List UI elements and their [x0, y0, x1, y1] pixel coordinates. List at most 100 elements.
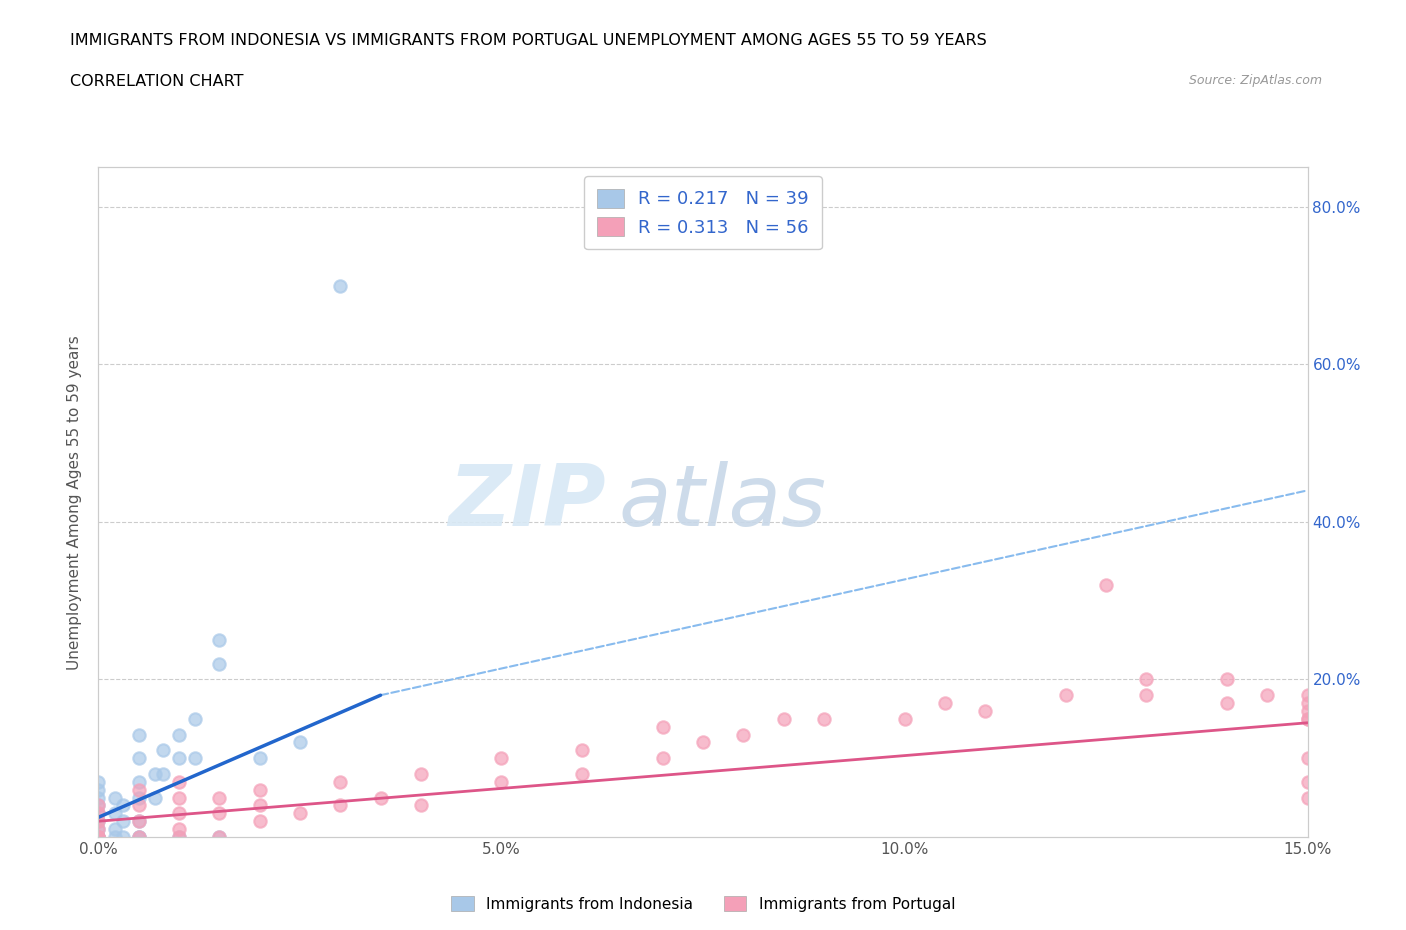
- Point: [87, 830, 110, 844]
- Point: [1296, 751, 1319, 765]
- Y-axis label: Unemployment Among Ages 55 to 59 years: Unemployment Among Ages 55 to 59 years: [67, 335, 83, 670]
- Point: [1054, 688, 1077, 703]
- Point: [87, 822, 110, 837]
- Point: [934, 696, 956, 711]
- Point: [329, 278, 352, 293]
- Point: [208, 790, 231, 805]
- Point: [1216, 696, 1239, 711]
- Legend: Immigrants from Indonesia, Immigrants from Portugal: Immigrants from Indonesia, Immigrants fr…: [444, 889, 962, 918]
- Point: [111, 814, 134, 829]
- Point: [87, 830, 110, 844]
- Point: [128, 814, 150, 829]
- Point: [651, 751, 673, 765]
- Point: [288, 735, 311, 750]
- Point: [813, 711, 835, 726]
- Point: [1296, 775, 1319, 790]
- Point: [87, 814, 110, 829]
- Point: [167, 822, 190, 837]
- Point: [208, 830, 231, 844]
- Point: [1296, 711, 1319, 726]
- Point: [87, 775, 110, 790]
- Point: [128, 790, 150, 805]
- Point: [974, 703, 997, 718]
- Legend: R = 0.217   N = 39, R = 0.313   N = 56: R = 0.217 N = 39, R = 0.313 N = 56: [585, 177, 821, 249]
- Point: [409, 798, 432, 813]
- Point: [893, 711, 915, 726]
- Point: [103, 822, 125, 837]
- Point: [249, 814, 271, 829]
- Point: [1095, 578, 1118, 592]
- Point: [87, 830, 110, 844]
- Point: [1296, 711, 1319, 726]
- Point: [249, 798, 271, 813]
- Point: [167, 790, 190, 805]
- Point: [249, 782, 271, 797]
- Text: ZIP: ZIP: [449, 460, 606, 544]
- Point: [208, 632, 231, 647]
- Point: [1256, 688, 1278, 703]
- Point: [651, 719, 673, 734]
- Point: [208, 830, 231, 844]
- Point: [128, 727, 150, 742]
- Point: [143, 790, 166, 805]
- Point: [87, 798, 110, 813]
- Point: [87, 830, 110, 844]
- Point: [128, 830, 150, 844]
- Point: [491, 751, 513, 765]
- Point: [1296, 790, 1319, 805]
- Point: [87, 790, 110, 805]
- Point: [87, 822, 110, 837]
- Point: [167, 775, 190, 790]
- Point: [1135, 672, 1157, 687]
- Point: [571, 766, 593, 781]
- Point: [1216, 672, 1239, 687]
- Point: [167, 727, 190, 742]
- Point: [692, 735, 714, 750]
- Point: [111, 798, 134, 813]
- Point: [152, 766, 174, 781]
- Point: [128, 830, 150, 844]
- Point: [1135, 688, 1157, 703]
- Point: [143, 766, 166, 781]
- Point: [128, 782, 150, 797]
- Point: [329, 775, 352, 790]
- Point: [128, 814, 150, 829]
- Point: [128, 775, 150, 790]
- Text: CORRELATION CHART: CORRELATION CHART: [70, 74, 243, 89]
- Point: [329, 798, 352, 813]
- Text: Source: ZipAtlas.com: Source: ZipAtlas.com: [1188, 74, 1322, 87]
- Point: [87, 814, 110, 829]
- Point: [87, 806, 110, 821]
- Point: [491, 775, 513, 790]
- Text: atlas: atlas: [619, 460, 827, 544]
- Point: [1296, 703, 1319, 718]
- Point: [184, 711, 207, 726]
- Point: [87, 806, 110, 821]
- Point: [208, 657, 231, 671]
- Point: [772, 711, 794, 726]
- Point: [128, 751, 150, 765]
- Point: [103, 806, 125, 821]
- Point: [128, 798, 150, 813]
- Point: [208, 806, 231, 821]
- Point: [103, 830, 125, 844]
- Point: [571, 743, 593, 758]
- Point: [103, 790, 125, 805]
- Point: [87, 798, 110, 813]
- Point: [167, 830, 190, 844]
- Point: [1296, 688, 1319, 703]
- Point: [87, 830, 110, 844]
- Text: IMMIGRANTS FROM INDONESIA VS IMMIGRANTS FROM PORTUGAL UNEMPLOYMENT AMONG AGES 55: IMMIGRANTS FROM INDONESIA VS IMMIGRANTS …: [70, 33, 987, 47]
- Point: [409, 766, 432, 781]
- Point: [184, 751, 207, 765]
- Point: [370, 790, 392, 805]
- Point: [249, 751, 271, 765]
- Point: [733, 727, 755, 742]
- Point: [128, 830, 150, 844]
- Point: [87, 830, 110, 844]
- Point: [152, 743, 174, 758]
- Point: [167, 806, 190, 821]
- Point: [111, 830, 134, 844]
- Point: [167, 830, 190, 844]
- Point: [1296, 696, 1319, 711]
